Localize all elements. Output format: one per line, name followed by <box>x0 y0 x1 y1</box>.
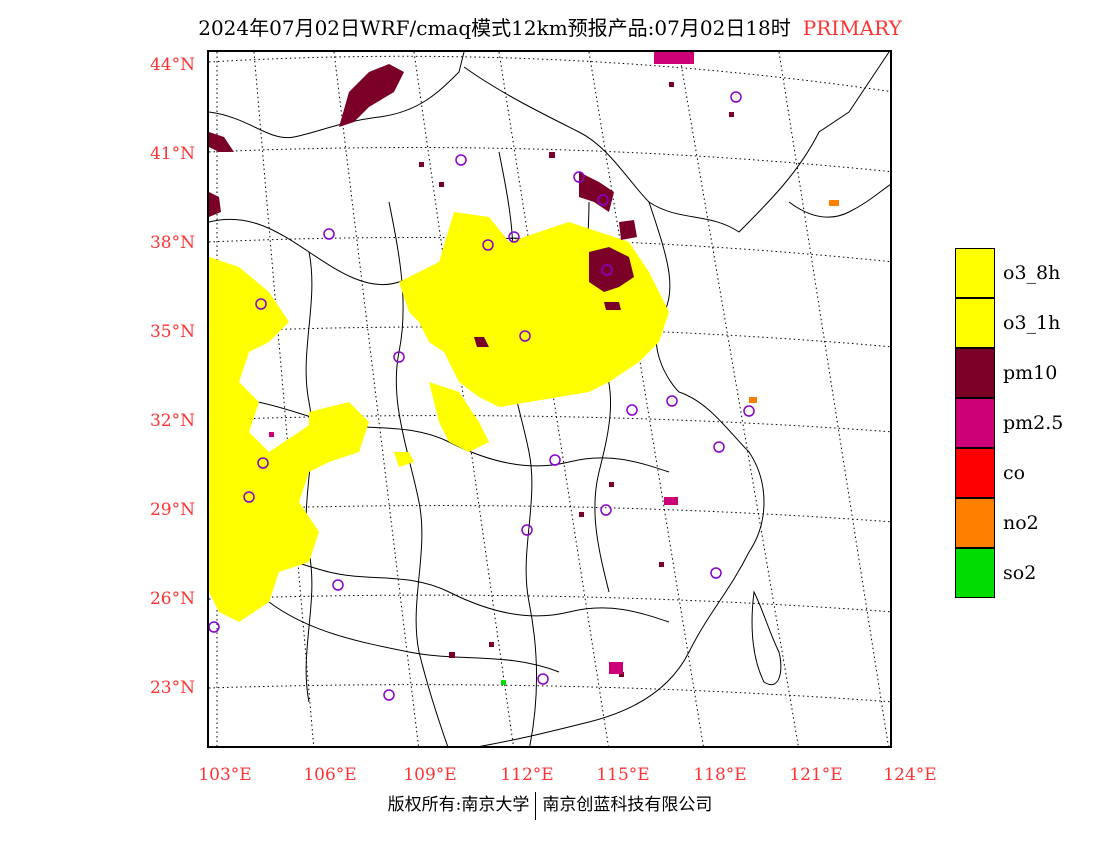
lat-label-32: 32°N <box>149 411 195 431</box>
lat-label-26: 26°N <box>149 589 195 609</box>
lon-label-103: 103°E <box>198 765 252 785</box>
lat-label-35: 35°N <box>149 322 195 342</box>
lat-label-44: 44°N <box>149 55 195 75</box>
lon-label-115: 115°E <box>596 765 650 785</box>
legend-label: o3_8h <box>1003 262 1061 284</box>
legend-label: o3_1h <box>1003 312 1061 334</box>
legend-swatch <box>955 348 995 398</box>
legend-swatch <box>955 548 995 598</box>
legend-swatch <box>955 398 995 448</box>
lat-label-38: 38°N <box>149 233 195 253</box>
lon-label-121: 121°E <box>789 765 843 785</box>
lon-label-118: 118°E <box>693 765 747 785</box>
legend-swatch <box>955 448 995 498</box>
footer-divider <box>535 791 537 820</box>
scattered-pixels <box>269 52 839 685</box>
lon-label-109: 109°E <box>403 765 457 785</box>
map-panel <box>207 50 892 748</box>
title-primary-tag: PRIMARY <box>802 16 902 40</box>
footer-right: 南京创蓝科技有限公司 <box>542 795 713 815</box>
legend-swatch <box>955 298 995 348</box>
station-markers <box>209 91 755 701</box>
lon-label-124: 124°E <box>883 765 937 785</box>
legend-label: pm10 <box>1003 362 1058 384</box>
legend-label: so2 <box>1003 562 1037 584</box>
lon-label-112: 112°E <box>500 765 554 785</box>
lat-label-23: 23°N <box>149 678 195 698</box>
lon-label-106: 106°E <box>303 765 357 785</box>
graticule <box>209 52 890 746</box>
legend-label: co <box>1003 462 1026 484</box>
map-canvas <box>209 52 890 746</box>
legend-label: pm2.5 <box>1003 412 1064 434</box>
map-title: 2024年07月02日WRF/cmaq模式12km预报产品:07月02日18时 P… <box>0 12 1100 41</box>
legend-swatch <box>955 498 995 548</box>
legend-swatch <box>955 248 995 298</box>
lat-label-29: 29°N <box>149 500 195 520</box>
title-text: 2024年07月02日WRF/cmaq模式12km预报产品:07月02日18时 <box>198 16 791 40</box>
copyright-footer: 版权所有:南京大学 南京创蓝科技有限公司 <box>0 790 1100 820</box>
legend-label: no2 <box>1003 512 1039 534</box>
lat-label-41: 41°N <box>149 144 195 164</box>
footer-left: 版权所有:南京大学 <box>387 795 530 815</box>
